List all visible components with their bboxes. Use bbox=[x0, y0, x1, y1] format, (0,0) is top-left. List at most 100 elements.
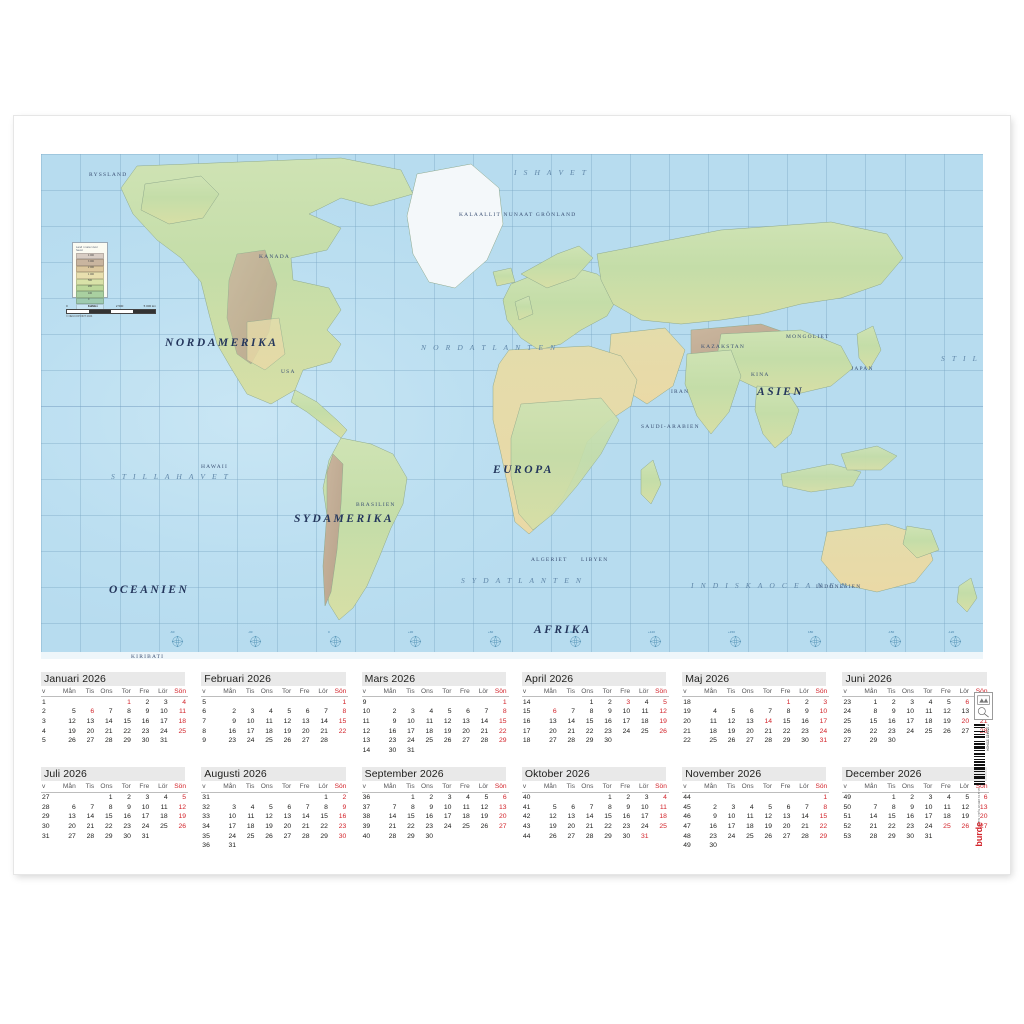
day-cell[interactable]: 11 bbox=[746, 813, 754, 821]
day-cell[interactable]: 18 bbox=[265, 727, 273, 735]
day-cell[interactable]: 20 bbox=[746, 727, 754, 735]
day-cell[interactable]: 24 bbox=[246, 737, 255, 745]
day-cell[interactable]: 19 bbox=[443, 727, 452, 735]
day-cell[interactable]: 12 bbox=[443, 717, 452, 725]
day-cell[interactable]: 30 bbox=[906, 832, 914, 840]
day-cell[interactable]: 14 bbox=[801, 813, 809, 821]
day-cell[interactable]: 16 bbox=[888, 717, 896, 725]
day-cell[interactable]: 4 bbox=[466, 793, 470, 801]
day-cell[interactable]: 8 bbox=[823, 803, 828, 811]
day-cell[interactable]: 13 bbox=[961, 708, 970, 716]
day-cell[interactable]: 4 bbox=[713, 708, 717, 716]
day-cell[interactable]: 10 bbox=[443, 803, 452, 811]
day-cell[interactable]: 5 bbox=[731, 708, 736, 716]
day-cell[interactable]: 23 bbox=[801, 727, 809, 735]
day-cell[interactable]: 17 bbox=[228, 822, 237, 830]
day-cell[interactable]: 28 bbox=[585, 832, 594, 840]
day-cell[interactable]: 23 bbox=[228, 737, 237, 745]
day-cell[interactable]: 17 bbox=[924, 813, 933, 821]
day-cell[interactable]: 30 bbox=[123, 832, 131, 840]
day-cell[interactable]: 17 bbox=[727, 822, 736, 830]
day-cell[interactable]: 2 bbox=[392, 708, 397, 716]
day-cell[interactable]: 15 bbox=[104, 813, 113, 821]
day-cell[interactable]: 29 bbox=[104, 832, 113, 840]
day-cell[interactable]: 24 bbox=[228, 832, 237, 840]
day-cell[interactable]: 15 bbox=[407, 813, 415, 821]
day-cell[interactable]: 29 bbox=[499, 737, 507, 745]
day-cell[interactable]: 14 bbox=[567, 717, 576, 725]
day-cell[interactable]: 2 bbox=[910, 793, 914, 801]
day-cell[interactable]: 20 bbox=[549, 727, 557, 735]
day-cell[interactable]: 6 bbox=[90, 708, 95, 716]
day-cell[interactable]: 3 bbox=[447, 793, 452, 801]
day-cell[interactable]: 5 bbox=[946, 698, 951, 706]
day-cell[interactable]: 21 bbox=[801, 822, 809, 830]
day-cell[interactable]: 4 bbox=[429, 708, 434, 716]
day-cell[interactable]: 18 bbox=[462, 813, 470, 821]
day-cell[interactable]: 13 bbox=[979, 803, 988, 811]
day-cell[interactable]: 5 bbox=[447, 708, 452, 716]
day-cell[interactable]: 13 bbox=[567, 813, 576, 821]
day-cell[interactable]: 8 bbox=[108, 803, 113, 811]
day-cell[interactable]: 4 bbox=[928, 698, 933, 706]
day-cell[interactable]: 12 bbox=[283, 717, 292, 725]
day-cell[interactable]: 29 bbox=[585, 737, 594, 745]
day-cell[interactable]: 22 bbox=[819, 822, 828, 830]
day-cell[interactable]: 2 bbox=[127, 793, 131, 801]
day-cell[interactable]: 15 bbox=[499, 717, 507, 725]
day-cell[interactable]: 23 bbox=[123, 822, 131, 830]
day-cell[interactable]: 19 bbox=[178, 813, 186, 821]
day-cell[interactable]: 3 bbox=[145, 793, 150, 801]
day-cell[interactable]: 29 bbox=[123, 737, 131, 745]
day-cell[interactable]: 8 bbox=[891, 803, 896, 811]
day-cell[interactable]: 15 bbox=[320, 813, 328, 821]
day-cell[interactable]: 7 bbox=[484, 708, 489, 716]
day-cell[interactable]: 24 bbox=[622, 727, 631, 735]
day-cell[interactable]: 19 bbox=[68, 727, 76, 735]
day-cell[interactable]: 27 bbox=[979, 822, 988, 830]
day-cell[interactable]: 2 bbox=[713, 803, 717, 811]
day-cell[interactable]: 18 bbox=[709, 727, 717, 735]
day-cell[interactable]: 27 bbox=[86, 737, 95, 745]
day-cell[interactable]: 7 bbox=[589, 803, 594, 811]
day-cell[interactable]: 17 bbox=[622, 717, 631, 725]
day-cell[interactable]: 15 bbox=[585, 717, 594, 725]
day-cell[interactable]: 4 bbox=[749, 803, 754, 811]
day-cell[interactable]: 31 bbox=[228, 842, 237, 850]
day-cell[interactable]: 5 bbox=[269, 803, 273, 811]
day-cell[interactable]: 6 bbox=[786, 803, 791, 811]
day-cell[interactable]: 24 bbox=[924, 822, 933, 830]
day-cell[interactable]: 22 bbox=[338, 727, 347, 735]
day-cell[interactable]: 11 bbox=[426, 717, 434, 725]
day-cell[interactable]: 3 bbox=[626, 698, 631, 706]
day-cell[interactable]: 17 bbox=[246, 727, 255, 735]
day-cell[interactable]: 7 bbox=[305, 803, 310, 811]
day-cell[interactable]: 17 bbox=[160, 717, 168, 725]
day-cell[interactable]: 11 bbox=[160, 803, 168, 811]
day-cell[interactable]: 2 bbox=[607, 698, 612, 706]
day-cell[interactable]: 9 bbox=[392, 717, 397, 725]
day-cell[interactable]: 14 bbox=[480, 717, 489, 725]
day-cell[interactable]: 13 bbox=[549, 717, 557, 725]
day-cell[interactable]: 2 bbox=[891, 698, 896, 706]
day-cell[interactable]: 8 bbox=[589, 708, 594, 716]
day-cell[interactable]: 26 bbox=[727, 737, 736, 745]
day-cell[interactable]: 23 bbox=[141, 727, 150, 735]
day-cell[interactable]: 31 bbox=[640, 832, 649, 840]
day-cell[interactable]: 1 bbox=[342, 698, 347, 706]
day-cell[interactable]: 13 bbox=[782, 813, 791, 821]
day-cell[interactable]: 24 bbox=[407, 737, 415, 745]
day-cell[interactable]: 21 bbox=[869, 822, 878, 830]
day-cell[interactable]: 22 bbox=[320, 822, 328, 830]
day-cell[interactable]: 19 bbox=[480, 813, 489, 821]
day-cell[interactable]: 21 bbox=[480, 727, 489, 735]
day-cell[interactable]: 9 bbox=[607, 708, 612, 716]
day-cell[interactable]: 9 bbox=[805, 708, 809, 716]
day-cell[interactable]: 19 bbox=[764, 822, 773, 830]
day-cell[interactable]: 26 bbox=[943, 727, 951, 735]
day-cell[interactable]: 25 bbox=[160, 822, 168, 830]
day-cell[interactable]: 2 bbox=[145, 698, 150, 706]
day-cell[interactable]: 17 bbox=[640, 813, 649, 821]
day-cell[interactable]: 26 bbox=[178, 822, 186, 830]
day-cell[interactable]: 22 bbox=[604, 822, 612, 830]
